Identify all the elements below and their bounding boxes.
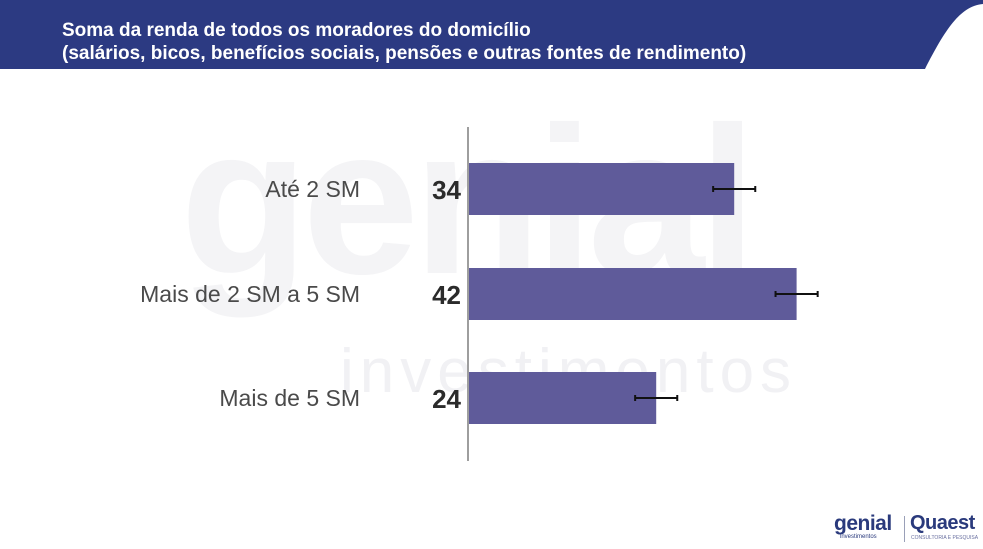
header-band (0, 0, 983, 69)
logo-separator (904, 516, 905, 542)
genial-logo-sub: investimentos (840, 534, 877, 540)
bar-2 (469, 372, 657, 424)
quaest-logo: Quaest (910, 512, 975, 534)
bar-0 (469, 163, 735, 215)
value-label-0: 34 (432, 175, 461, 205)
quaest-logo-sub: CONSULTORIA E PESQUISA (911, 535, 979, 541)
error-bar-1 (774, 291, 819, 297)
chart-title-line-2: (salários, bicos, benefícios sociais, pe… (62, 43, 747, 64)
value-label-1: 42 (432, 280, 461, 310)
footer-logos: genial investimentos Quaest CONSULTORIA … (834, 512, 979, 546)
error-bar-0 (712, 186, 757, 192)
error-bar-2 (634, 395, 679, 401)
bars-layer (469, 163, 819, 424)
chart-title: Soma da renda de todos os moradores do d… (62, 19, 746, 65)
category-label-2: Mais de 5 SM (219, 385, 360, 411)
value-label-2: 24 (432, 384, 461, 414)
bar-1 (469, 268, 797, 320)
category-label-0: Até 2 SM (265, 176, 360, 202)
labels-layer: Até 2 SM 34 Mais de 2 SM a 5 SM 42 Mais de 5… (140, 175, 461, 414)
category-label-1: Mais de 2 SM a 5 SM (140, 281, 360, 307)
chart-title-line-1: Soma da renda de todos os moradores do d… (62, 20, 531, 41)
genial-logo: genial (834, 512, 892, 535)
